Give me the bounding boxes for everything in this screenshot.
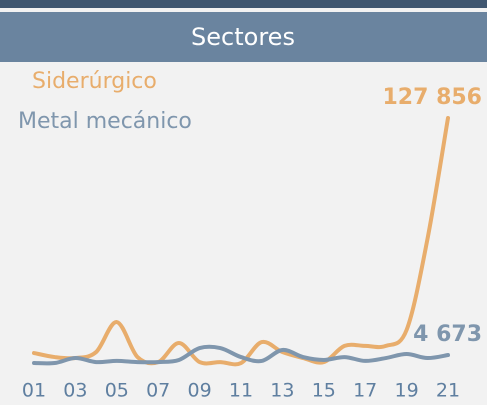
- x-tick-label: 13: [270, 380, 294, 402]
- chart-title: Sectores: [191, 23, 295, 51]
- x-tick-label: 03: [63, 380, 87, 402]
- x-tick-label: 05: [105, 380, 129, 402]
- title-band: [0, 12, 487, 62]
- x-tick-label: 19: [395, 380, 419, 402]
- legend-entry: Metal mecánico: [18, 109, 192, 134]
- legend-entry: Siderúrgico: [32, 69, 157, 94]
- x-tick-label: 15: [312, 380, 336, 402]
- top-bar: [0, 0, 487, 8]
- x-tick-label: 11: [229, 380, 253, 402]
- data-label: 127 856: [382, 85, 482, 110]
- x-tick-label: 01: [22, 380, 46, 402]
- x-tick-label: 17: [353, 380, 377, 402]
- line: [32, 344, 450, 366]
- x-tick-label: 07: [146, 380, 170, 402]
- x-tick-label: 09: [188, 380, 212, 402]
- data-label: 4 673: [413, 322, 482, 347]
- x-tick-label: 21: [436, 380, 460, 402]
